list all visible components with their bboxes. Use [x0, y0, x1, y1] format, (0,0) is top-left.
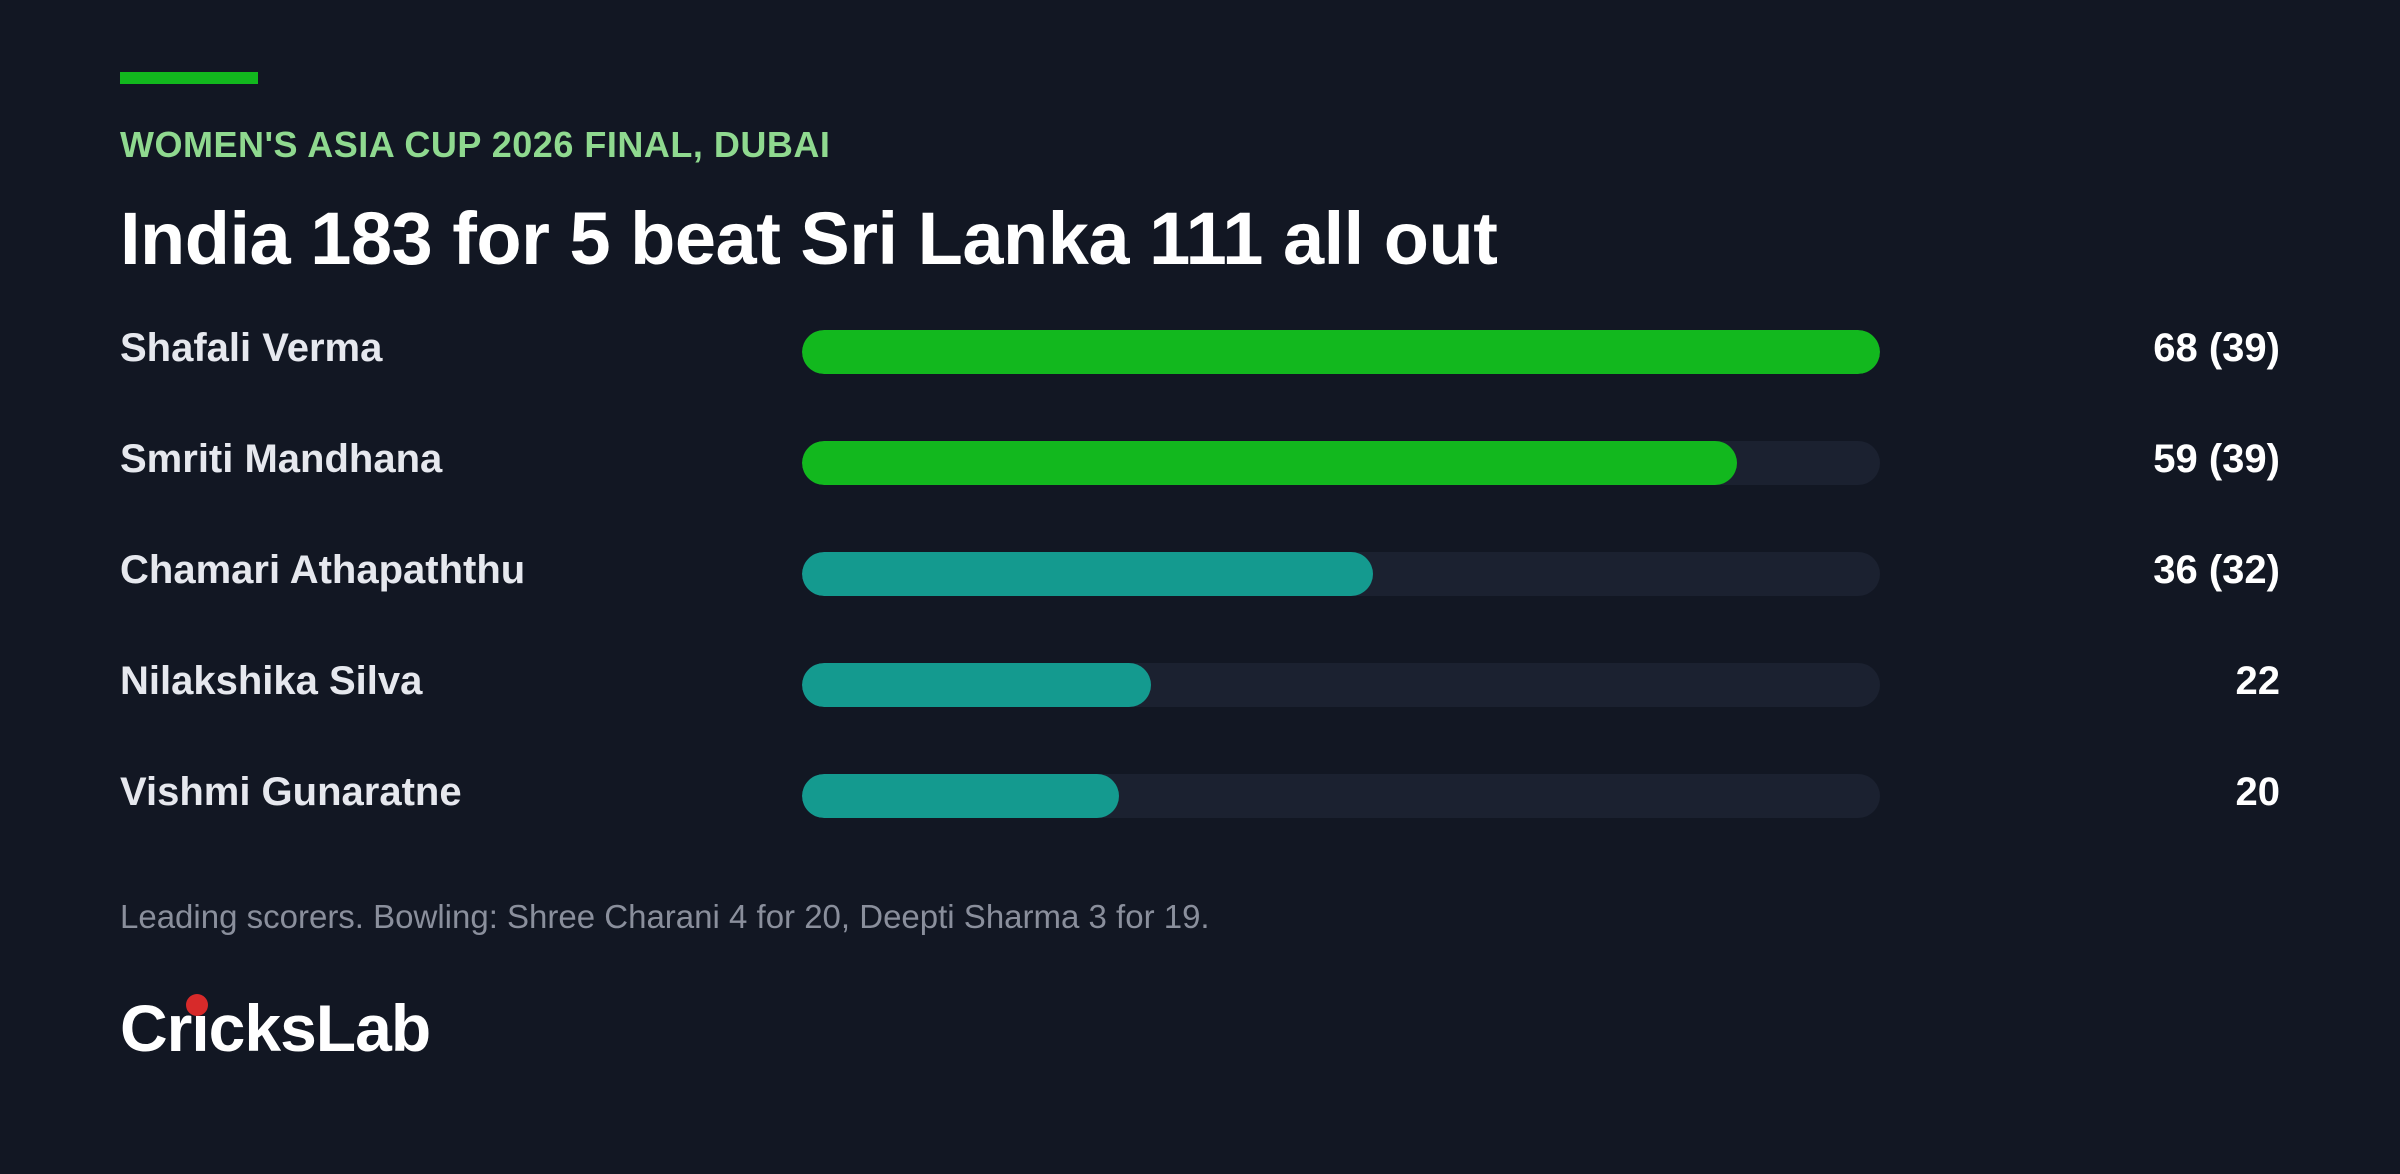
score-label: 68 (39) [2153, 326, 2280, 370]
bar-track [802, 552, 1880, 596]
bar-track [802, 441, 1880, 485]
player-name: Nilakshika Silva [120, 659, 423, 703]
bar-row: Chamari Athapaththu 36 (32) [120, 528, 2280, 639]
scorers-bar-chart: Shafali Verma 68 (39) Smriti Mandhana 59 (3… [120, 306, 2280, 861]
bar-track [802, 774, 1880, 818]
accent-rule [120, 72, 258, 84]
bar-track [802, 663, 1880, 707]
bar [802, 441, 1738, 485]
page-title: India 183 for 5 beat Sri Lanka 111 all o… [120, 197, 1498, 280]
bar [802, 663, 1151, 707]
bar-row: Shafali Verma 68 (39) [120, 306, 2280, 417]
bar-track [802, 330, 1880, 374]
player-name: Chamari Athapaththu [120, 548, 526, 592]
score-label: 59 (39) [2153, 437, 2280, 481]
player-name: Smriti Mandhana [120, 437, 443, 481]
bar-row: Vishmi Gunaratne 20 [120, 750, 2280, 861]
bar [802, 774, 1120, 818]
event-kicker: WOMEN'S ASIA CUP 2026 FINAL, DUBAI [120, 124, 831, 165]
brand-logo: CricksLab [120, 991, 431, 1065]
bar [802, 330, 1880, 374]
bar-row: Smriti Mandhana 59 (39) [120, 417, 2280, 528]
bar [802, 552, 1373, 596]
player-name: Vishmi Gunaratne [120, 770, 462, 814]
player-name: Shafali Verma [120, 326, 383, 370]
chart-footnote: Leading scorers. Bowling: Shree Charani … [120, 898, 1210, 935]
cricket-ball-icon [186, 994, 208, 1016]
bar-row: Nilakshika Silva 22 [120, 639, 2280, 750]
score-label: 20 [2235, 770, 2281, 814]
score-label: 22 [2235, 659, 2281, 703]
score-label: 36 (32) [2153, 548, 2280, 592]
